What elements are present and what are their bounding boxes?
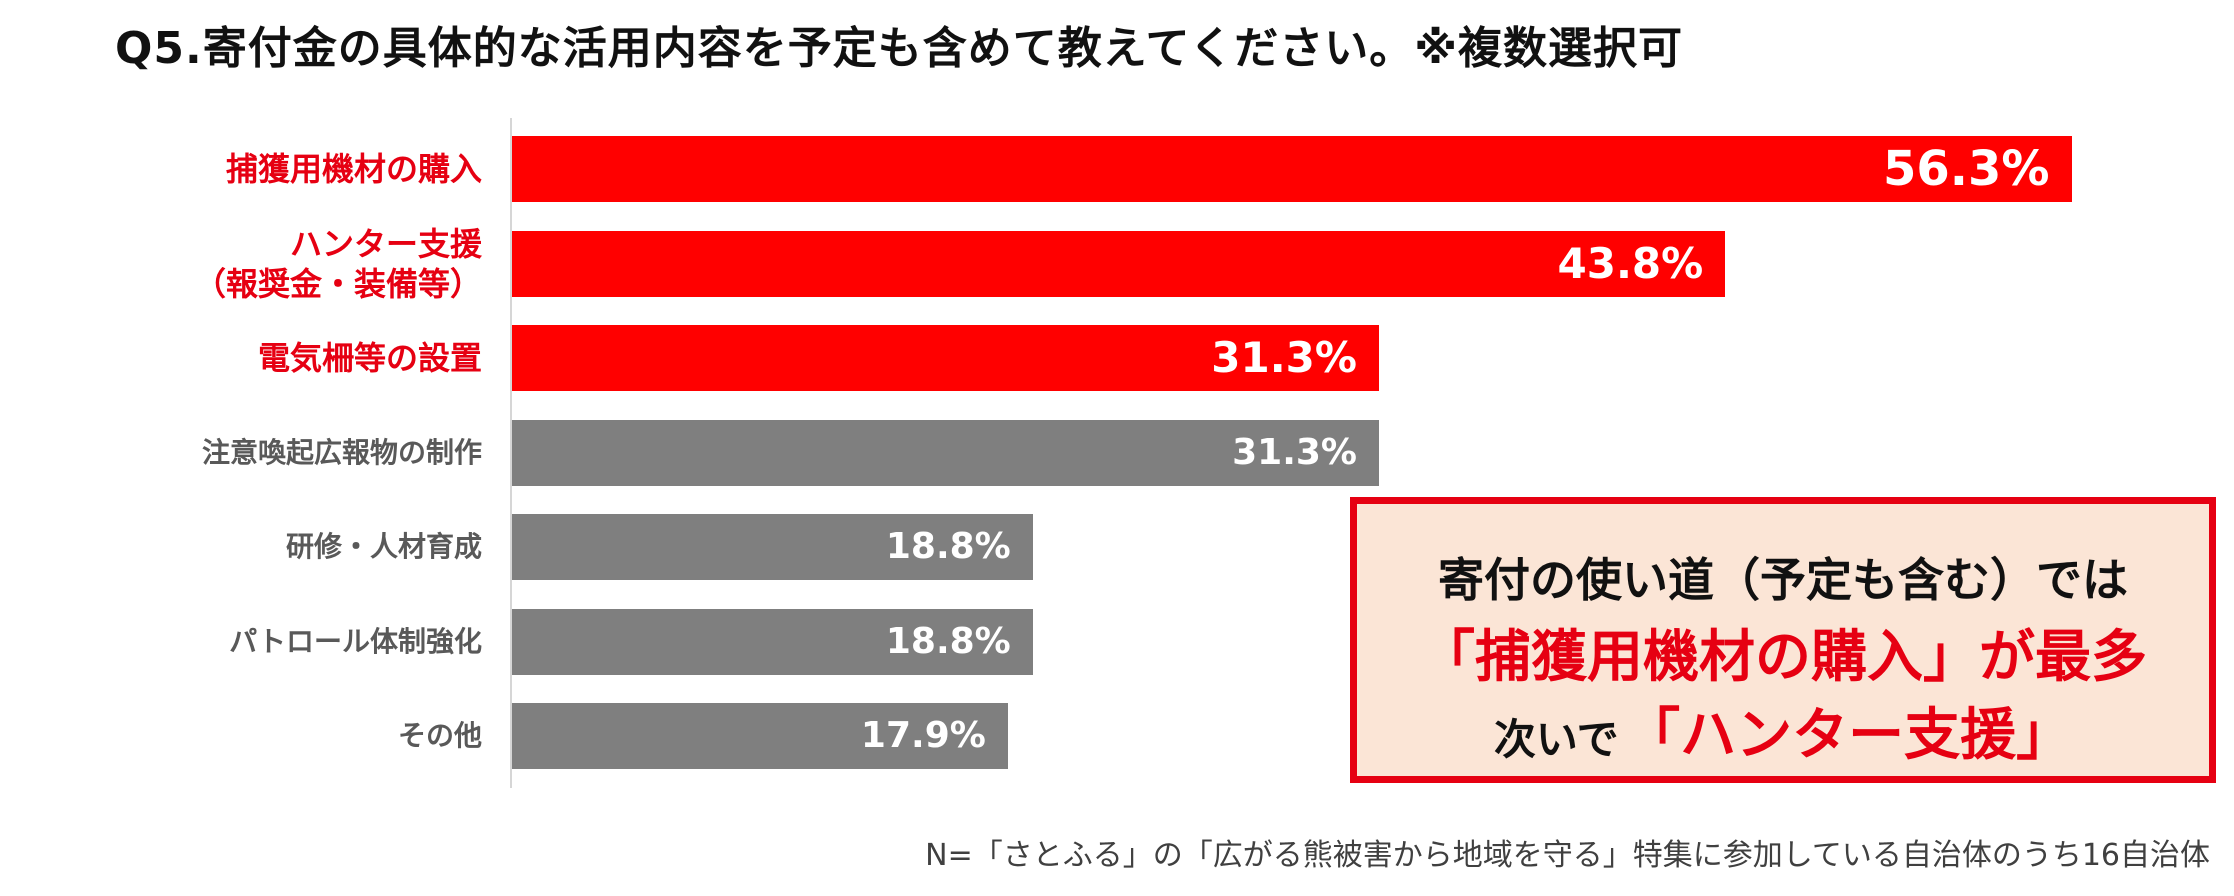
bar-value-label: 18.8%: [885, 620, 1011, 662]
category-label-line: ハンター支援: [289, 224, 482, 263]
bar: 56.3%: [512, 136, 2072, 202]
bar: 18.8%: [512, 608, 1033, 675]
category-label: パトロール体制強化: [229, 624, 482, 660]
category-label: 電気柵等の設置: [258, 338, 482, 378]
category-label: その他: [398, 718, 482, 754]
bar: 17.9%: [512, 703, 1008, 769]
bar-value-label: 18.8%: [885, 526, 1011, 567]
bar: 18.8%: [512, 514, 1033, 580]
bar-value-label: 56.3%: [1882, 141, 2050, 197]
bar: 31.3%: [512, 419, 1379, 486]
bar-value-label: 31.3%: [1211, 333, 1357, 382]
category-label: 捕獲用機材の購入: [226, 149, 482, 189]
bar-value-label: 17.9%: [860, 715, 986, 756]
summary-callout-box: 寄付の使い道（予定も含む）では 「捕獲用機材の購入」が最多 次いで 「ハンター支…: [1350, 497, 2216, 783]
callout-line-2: 「捕獲用機材の購入」が最多: [1419, 625, 2147, 690]
category-label-line: 注意喚起広報物の制作: [201, 435, 482, 469]
bar: 31.3%: [512, 325, 1379, 391]
callout-line-3-prefix: 次いで: [1493, 715, 1619, 764]
page-title: Q5.寄付金の具体的な活用内容を予定も含めて教えてください。※複数選択可: [115, 23, 1683, 74]
category-label-line: 電気柵等の設置: [257, 339, 482, 377]
callout-line-1: 寄付の使い道（予定も含む）では: [1438, 553, 2128, 607]
bar-value-label: 43.8%: [1557, 238, 1704, 288]
sample-size-footnote: N=「さとふる」の「広がる熊被害から地域を守る」特集に参加している自治体のうち1…: [925, 838, 2210, 873]
bar-value-label: 31.3%: [1232, 431, 1357, 473]
category-label-line: 捕獲用機材の購入: [225, 150, 482, 188]
bar: 43.8%: [512, 230, 1726, 297]
category-label: ハンター支援 （報奨金・装備等）: [194, 224, 482, 304]
category-label-line: 研修・人材育成: [285, 530, 482, 563]
category-label-line: （報奨金・装備等）: [193, 264, 482, 303]
callout-line-3-emphasis: 「ハンター支援」: [1624, 703, 2073, 768]
category-label-line: その他: [397, 719, 482, 752]
category-label: 研修・人材育成: [286, 529, 482, 565]
category-label-line: パトロール体制強化: [229, 624, 482, 658]
category-label: 注意喚起広報物の制作: [202, 435, 482, 471]
callout-line-3: 次いで 「ハンター支援」: [1357, 690, 2209, 771]
category-axis-line: [510, 118, 512, 788]
